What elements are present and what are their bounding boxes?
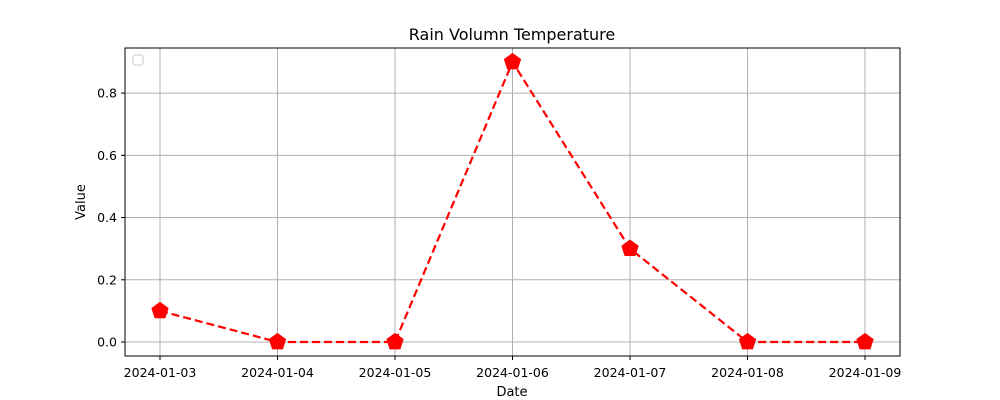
x-tick-label: 2024-01-07: [594, 365, 667, 380]
x-tick-label: 2024-01-03: [124, 365, 197, 380]
y-tick-label: 0.4: [97, 210, 117, 225]
x-tick-label: 2024-01-05: [359, 365, 432, 380]
data-point-marker: [738, 332, 757, 350]
y-tick-label: 0.8: [97, 86, 117, 101]
x-axis-label: Date: [496, 385, 527, 400]
series: [151, 52, 874, 350]
data-point-marker: [856, 332, 874, 350]
y-tick-label: 0.0: [97, 335, 117, 350]
chart-title: Rain Volumn Temperature: [409, 25, 615, 44]
data-point-marker: [386, 332, 404, 350]
y-tick-label: 0.2: [97, 272, 117, 287]
ticks: 2024-01-03 2024-01-04 2024-01-05 2024-01-06…: [97, 86, 901, 380]
x-tick-label: 2024-01-04: [241, 365, 314, 380]
legend-box: [132, 54, 144, 66]
x-tick-label: 2024-01-09: [829, 365, 902, 380]
data-point-marker: [268, 332, 287, 350]
grid: [125, 48, 900, 356]
x-tick-label: 2024-01-08: [711, 365, 784, 380]
y-axis-label: Value: [74, 184, 89, 220]
data-point-marker: [151, 301, 169, 319]
plot-frame: [124, 47, 901, 357]
y-tick-label: 0.6: [97, 148, 117, 163]
data-point-marker: [503, 52, 522, 70]
data-point-marker: [621, 239, 639, 257]
x-tick-label: 2024-01-06: [476, 365, 549, 380]
